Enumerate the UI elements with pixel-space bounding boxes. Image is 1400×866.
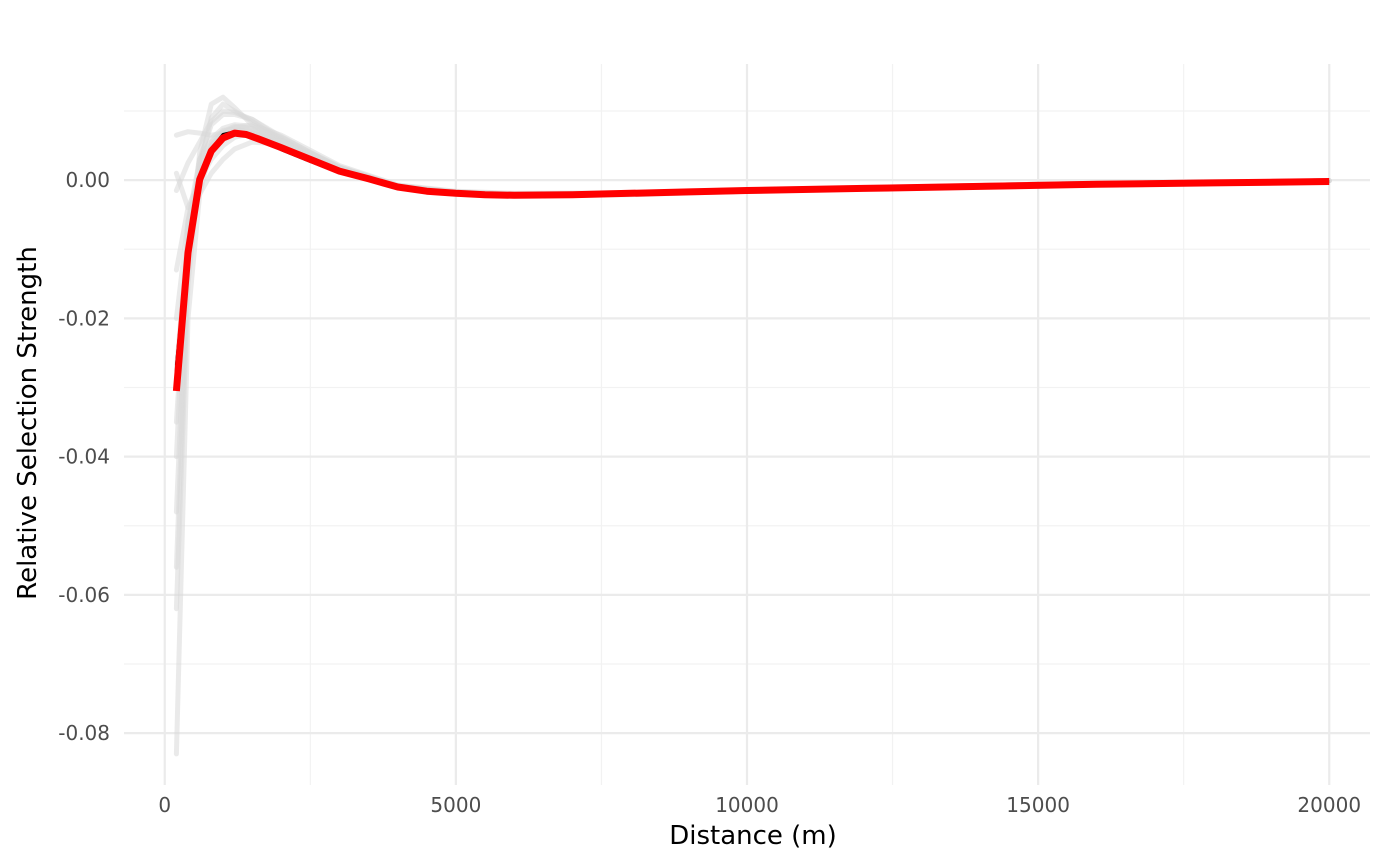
y-tick-label: -0.06 xyxy=(58,583,110,607)
x-tick-label: 15000 xyxy=(1006,793,1070,817)
x-tick-labels: 0 5000 10000 15000 20000 xyxy=(158,793,1361,817)
x-tick-label: 20000 xyxy=(1297,793,1361,817)
x-tick-label: 5000 xyxy=(430,793,481,817)
y-axis-title: Relative Selection Strength xyxy=(13,246,43,600)
y-tick-label: -0.04 xyxy=(58,445,110,469)
y-tick-label: -0.08 xyxy=(58,721,110,745)
y-tick-labels: -0.08 -0.06 -0.04 -0.02 0.00 xyxy=(58,168,110,745)
x-tick-label: 0 xyxy=(158,793,171,817)
x-tick-label: 10000 xyxy=(715,793,779,817)
mean-line xyxy=(172,129,1330,392)
y-tick-label: 0.00 xyxy=(65,168,110,192)
bootstrap-line xyxy=(173,123,1332,757)
bootstrap-line xyxy=(173,122,1332,321)
major-gridlines xyxy=(124,64,1370,785)
bootstrap-lines xyxy=(173,94,1332,757)
y-tick-label: -0.02 xyxy=(58,306,110,330)
x-axis-title: Distance (m) xyxy=(669,821,837,851)
mean-line-path xyxy=(172,129,1330,392)
